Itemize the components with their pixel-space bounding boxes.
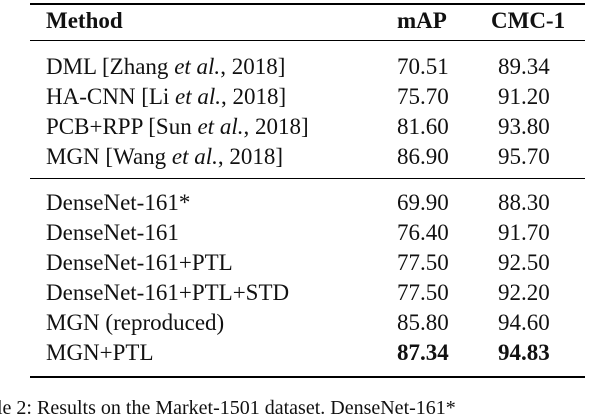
cmc1-cell: 95.70 — [498, 144, 550, 169]
table-row: DenseNet-161 76.40 91.70 — [0, 218, 598, 248]
header-row: Method mAP CMC-1 — [0, 6, 598, 36]
method-year: , 2018] — [221, 84, 287, 109]
map-cell: 81.60 — [397, 114, 449, 139]
caption-text: ble 2: Results on the Market-1501 datase… — [0, 397, 456, 414]
method-cell: DML [Zhang et al., 2018] — [46, 52, 285, 82]
cmc1-cell: 88.30 — [498, 190, 550, 215]
table-row: DenseNet-161* 69.90 88.30 — [0, 188, 598, 218]
map-cell: 77.50 — [397, 280, 449, 305]
map-cell: 85.80 — [397, 310, 449, 335]
cmc1-cell: 92.50 — [498, 250, 550, 275]
method-cell: DenseNet-161+PTL — [46, 250, 233, 275]
method-et-al: et al. — [171, 144, 218, 169]
cmc1-cell-best: 94.83 — [498, 340, 550, 365]
header-rule — [30, 40, 585, 41]
method-text: HA-CNN [Li — [46, 84, 176, 109]
method-et-al: et al. — [197, 114, 244, 139]
map-cell-best: 87.34 — [397, 340, 449, 365]
table-row: DenseNet-161+PTL 77.50 92.50 — [0, 248, 598, 278]
map-cell: 75.70 — [397, 84, 449, 109]
map-cell: 70.51 — [397, 54, 449, 79]
top-rule — [30, 3, 585, 5]
cmc1-cell: 89.34 — [498, 54, 550, 79]
method-cell: MGN [Wang et al., 2018] — [46, 142, 283, 172]
table-caption: ble 2: Results on the Market-1501 datase… — [0, 382, 598, 414]
map-cell: 76.40 — [397, 220, 449, 245]
method-text: DML [Zhang — [46, 54, 175, 79]
cmc1-cell: 91.20 — [498, 84, 550, 109]
cmc1-cell: 94.60 — [498, 310, 550, 335]
method-et-al: et al. — [174, 54, 221, 79]
map-cell: 86.90 — [397, 144, 449, 169]
header-cmc1: CMC-1 — [491, 8, 566, 33]
table-row: PCB+RPP [Sun et al., 2018] 81.60 93.80 — [0, 112, 598, 142]
method-cell: HA-CNN [Li et al., 2018] — [46, 82, 286, 112]
method-text: PCB+RPP [Sun — [46, 114, 198, 139]
method-cell: MGN (reproduced) — [46, 310, 225, 335]
map-cell: 77.50 — [397, 250, 449, 275]
table-row: MGN [Wang et al., 2018] 86.90 95.70 — [0, 142, 598, 172]
header-method: Method — [46, 8, 123, 33]
method-year: , 2018] — [243, 114, 309, 139]
table-row: DML [Zhang et al., 2018] 70.51 89.34 — [0, 52, 598, 82]
map-cell: 69.90 — [397, 190, 449, 215]
method-text: MGN [Wang — [46, 144, 172, 169]
method-cell: MGN+PTL — [46, 340, 154, 365]
table-row: MGN+PTL 87.34 94.83 — [0, 338, 598, 368]
cmc1-cell: 91.70 — [498, 220, 550, 245]
method-cell: PCB+RPP [Sun et al., 2018] — [46, 112, 309, 142]
method-year: , 2018] — [220, 54, 286, 79]
group-rule — [30, 178, 585, 179]
method-cell: DenseNet-161+PTL+STD — [46, 280, 290, 305]
bottom-rule — [30, 376, 585, 378]
table-row: DenseNet-161+PTL+STD 77.50 92.20 — [0, 278, 598, 308]
method-year: , 2018] — [217, 144, 284, 169]
header-map: mAP — [397, 8, 447, 33]
table-row: MGN (reproduced) 85.80 94.60 — [0, 308, 598, 338]
cmc1-cell: 92.20 — [498, 280, 550, 305]
method-et-al: et al. — [175, 84, 222, 109]
table-row: HA-CNN [Li et al., 2018] 75.70 91.20 — [0, 82, 598, 112]
method-cell: DenseNet-161* — [46, 190, 191, 215]
cmc1-cell: 93.80 — [498, 114, 550, 139]
method-cell: DenseNet-161 — [46, 220, 179, 245]
